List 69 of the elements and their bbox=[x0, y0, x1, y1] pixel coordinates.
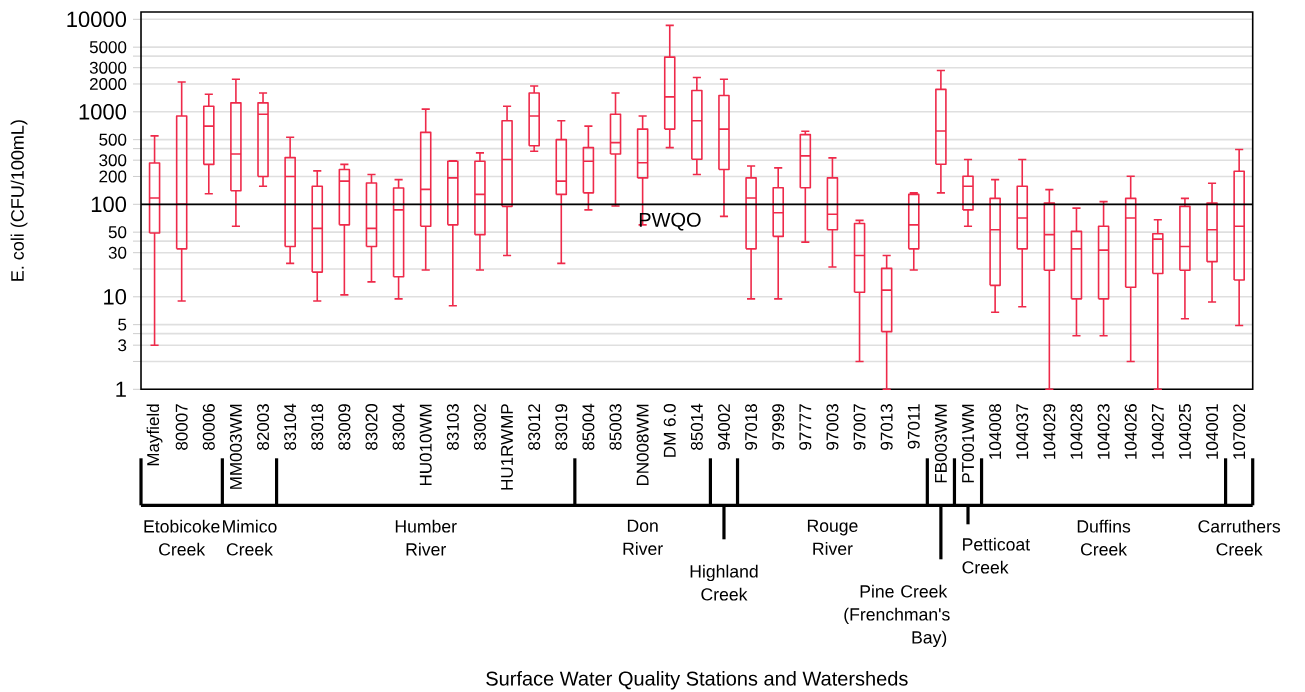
x-tick-label: 104001 bbox=[1206, 404, 1219, 459]
x-tick-label: 104027 bbox=[1151, 404, 1164, 459]
ref-line-label: PWQO bbox=[639, 212, 701, 231]
x-tick-label: 80007 bbox=[175, 404, 188, 450]
x-tick-label: 80006 bbox=[202, 404, 215, 450]
text: Petticoat Creek bbox=[962, 537, 1030, 574]
x-tick-label: 83002 bbox=[473, 404, 486, 450]
x-tick-label: 83104 bbox=[284, 403, 297, 450]
x-tick-label: Mayfield bbox=[146, 404, 163, 466]
x-tick-label: 104029 bbox=[1043, 404, 1056, 459]
y-tick-label: 30 bbox=[108, 246, 127, 259]
text: Rouge River bbox=[807, 519, 858, 555]
y-tick-label: 200 bbox=[99, 170, 127, 183]
y-tick-label: 2000 bbox=[89, 77, 127, 90]
x-tick-label: 104026 bbox=[1124, 404, 1137, 459]
y-tick-label: 3000 bbox=[89, 61, 127, 74]
text: Humber River bbox=[395, 519, 457, 556]
x-tick-label: 104023 bbox=[1097, 404, 1110, 459]
x-tick-label: 104008 bbox=[989, 404, 1002, 459]
text: Surface Water Quality Stations and Watersheds bbox=[486, 670, 908, 690]
x-tick-label: FB003WM bbox=[934, 404, 947, 483]
x-tick-label: 83009 bbox=[338, 404, 351, 450]
x-tick-label: HU1RWMP bbox=[501, 404, 513, 490]
y-tick-label: 500 bbox=[99, 133, 127, 146]
y-tick-label: 5 bbox=[118, 318, 127, 331]
y-tick-label: 300 bbox=[99, 154, 127, 167]
x-tick-label: DM 6.0 bbox=[663, 404, 676, 457]
x-tick-label: HU010WM bbox=[419, 404, 432, 486]
y-tick-label: 1000 bbox=[79, 104, 127, 120]
x-tick-label: 97018 bbox=[745, 404, 758, 450]
y-tick-label: 50 bbox=[108, 226, 127, 239]
text: Duffins Creek bbox=[1077, 519, 1131, 556]
x-tick-label: 97007 bbox=[853, 404, 866, 450]
y-tick-label: 3 bbox=[118, 339, 127, 352]
x-tick-label: 104037 bbox=[1016, 404, 1029, 459]
x-tick-label: 82003 bbox=[257, 404, 270, 450]
x-tick-label: 97003 bbox=[826, 404, 839, 450]
x-tick-label: 83020 bbox=[365, 404, 378, 450]
x-tick-label: 94002 bbox=[717, 404, 730, 450]
x-tick-label: 97011 bbox=[907, 404, 920, 449]
x-tick-label: 83103 bbox=[446, 404, 459, 450]
text: Mimico Creek bbox=[223, 519, 277, 556]
x-tick-label: 83004 bbox=[392, 403, 405, 450]
text: Carruthers Creek bbox=[1198, 519, 1281, 556]
text: Etobicoke Creek bbox=[144, 519, 220, 556]
x-tick-label: 107002 bbox=[1233, 404, 1246, 459]
text: Pine Creek (Frenchman's Bay) bbox=[844, 584, 950, 648]
x-tick-label: 97999 bbox=[772, 404, 785, 450]
x-tick-label: 85004 bbox=[582, 403, 595, 450]
x-tick-label: 104025 bbox=[1178, 404, 1191, 459]
x-tick-label: MM003WM bbox=[229, 404, 242, 489]
y-tick-label: 5000 bbox=[89, 41, 127, 54]
y-tick-label: 10000 bbox=[67, 11, 127, 28]
x-tick-label: 85014 bbox=[690, 403, 703, 450]
x-tick-label: DN008WM bbox=[636, 404, 649, 486]
y-tick-label: 1 bbox=[116, 381, 126, 397]
y-axis-title: E. coli (CFU/100mL) bbox=[10, 120, 28, 281]
text: Highland Creek bbox=[690, 564, 758, 601]
text: Don River bbox=[623, 519, 663, 555]
y-tick-label: 10 bbox=[104, 289, 127, 305]
x-tick-label: 83018 bbox=[311, 404, 324, 450]
x-tick-label: 85003 bbox=[609, 404, 622, 450]
x-tick-label: 97777 bbox=[799, 404, 812, 450]
x-tick-label: 83012 bbox=[528, 404, 541, 450]
x-tick-label: 83019 bbox=[555, 404, 568, 450]
x-tick-label: 97013 bbox=[880, 404, 893, 450]
x-tick-label: 104028 bbox=[1070, 404, 1083, 459]
y-tick-label: 100 bbox=[91, 196, 127, 213]
x-tick-label: PT001WM bbox=[962, 404, 975, 483]
